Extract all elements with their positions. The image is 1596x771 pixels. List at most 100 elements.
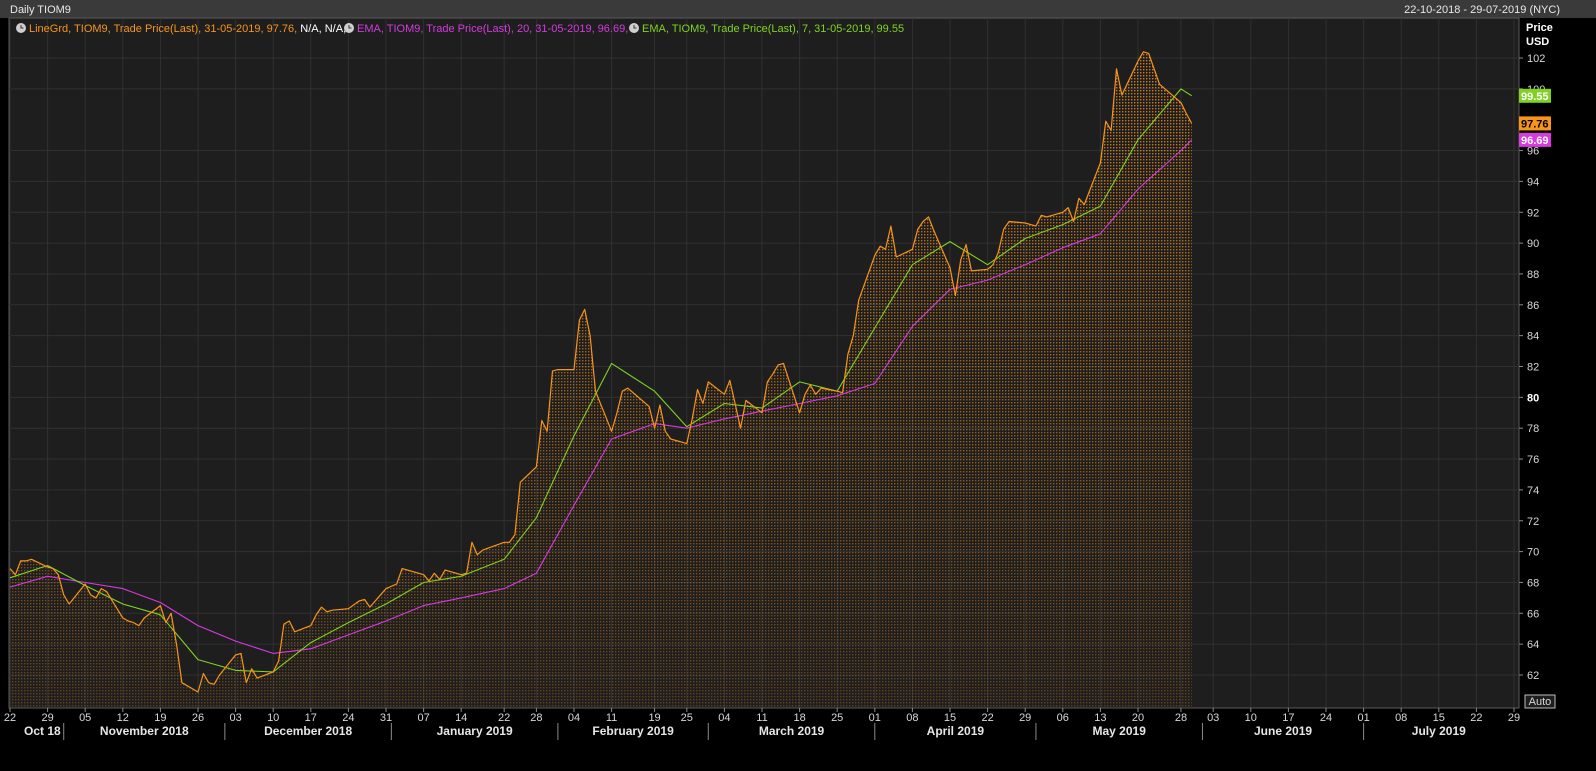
x-axis: 22 29 05 12 19 26 03 10 17 24 31 07 14 22 28 04 11 19 25 04… [4,708,1520,740]
x-tick-label: 25 [831,712,843,724]
x-tick-label: 15 [944,712,956,724]
x-tick-label: 18 [793,712,805,724]
auto-label: Auto [1529,696,1552,708]
auto-scale-button[interactable]: Auto [1524,694,1556,709]
last-value-text: 97.76 [1521,118,1549,130]
x-tick-label: 08 [906,712,918,724]
x-month-label: May 2019 [1093,724,1147,738]
x-month-label: March 2019 [759,724,825,738]
x-tick-label: 10 [1245,712,1257,724]
legend-item-ema20[interactable]: EMA, TIOM9, Trade Price(Last), 20, 31-05… [344,23,628,35]
x-tick-label: 26 [192,712,204,724]
y-tick-label: 92 [1527,207,1539,219]
y-tick-label: 70 [1527,547,1539,559]
legend-item-linegrd[interactable]: LineGrd, TIOM9, Trade Price(Last), 31-05… [16,23,346,35]
last-value-badge-ema7: 99.55 [1519,88,1551,103]
title-bar [0,0,1596,18]
series-line-ema7[interactable] [9,88,1192,673]
price-area-fill [10,51,1192,708]
x-tick-label: 03 [229,712,241,724]
series-line-ema20[interactable] [9,139,1193,654]
x-tick-label: 28 [530,712,542,724]
x-tick-label: 29 [1019,712,1031,724]
x-tick-label: 15 [1433,712,1445,724]
x-tick-label: 14 [455,712,467,724]
x-tick-label: 22 [981,712,993,724]
x-tick-label: 04 [568,712,580,724]
legend-text-ema7: EMA, TIOM9, Trade Price(Last), 7, 31-05-… [642,23,904,35]
y-tick-label: 64 [1527,639,1539,651]
y-tick-label: 88 [1527,269,1539,281]
legend: LineGrd, TIOM9, Trade Price(Last), 31-05… [16,23,904,35]
x-tick-label: 07 [417,712,429,724]
y-tick-label: 72 [1527,516,1539,528]
y-tick-label: 62 [1527,670,1539,682]
y-tick-label: 94 [1527,176,1539,188]
y-axis: Price USD 62 64 66 68 70 72 74 76 78 80 82 84 86 88 90… [1519,22,1553,682]
x-tick-label: 29 [41,712,53,724]
y-tick-label: 84 [1527,331,1539,343]
x-tick-label: 04 [718,712,730,724]
x-tick-label: 05 [79,712,91,724]
x-tick-label: 19 [648,712,660,724]
x-tick-label: 01 [869,712,881,724]
date-range-label: 22-10-2018 - 29-07-2019 (NYC) [1404,4,1560,16]
x-tick-label: 25 [681,712,693,724]
x-tick-label: 22 [1470,712,1482,724]
x-tick-label: 13 [1094,712,1106,724]
legend-text-ema20: EMA, TIOM9, Trade Price(Last), 20, 31-05… [357,23,628,35]
x-tick-label: 06 [1057,712,1069,724]
x-month-label: February 2019 [592,724,674,738]
y-tick-label: 78 [1527,423,1539,435]
x-tick-label: 24 [342,712,354,724]
y-tick-label: 82 [1527,362,1539,374]
x-tick-label: 17 [305,712,317,724]
y-tick-label: 96 [1527,146,1539,158]
x-tick-label: 19 [154,712,166,724]
y-axis-label-price: Price [1526,22,1553,34]
x-tick-label: 11 [756,712,767,724]
last-value-text: 99.55 [1521,91,1549,103]
last-value-badge-ema20: 96.69 [1519,132,1551,147]
x-month-label: June 2019 [1254,724,1312,738]
series-line-price[interactable] [9,51,1193,693]
chart-title: Daily TIOM9 [10,4,71,16]
last-value-badge-price: 97.76 [1519,116,1551,131]
last-value-badges: 97.76 96.69 99.55 [1519,88,1551,147]
x-tick-label: 11 [606,712,617,724]
x-tick-label: 08 [1395,712,1407,724]
last-value-text: 96.69 [1521,135,1549,147]
x-month-label: July 2019 [1412,724,1466,738]
series-layer [9,51,1193,693]
x-month-label: January 2019 [437,724,513,738]
y-tick-label: 80 [1527,392,1539,404]
x-tick-label: 10 [267,712,279,724]
x-month-label: November 2018 [100,724,189,738]
x-tick-label: 01 [1357,712,1369,724]
legend-text-linegrd: LineGrd, TIOM9, Trade Price(Last), 31-05… [29,23,346,35]
x-tick-label: 22 [498,712,510,724]
x-tick-label: 24 [1320,712,1332,724]
x-month-label: December 2018 [264,724,352,738]
y-tick-label: 76 [1527,454,1539,466]
y-tick-label: 74 [1527,485,1539,497]
x-tick-label: 20 [1132,712,1144,724]
x-month-label: Oct 18 [24,724,61,738]
x-tick-label: 22 [4,712,16,724]
y-tick-label: 102 [1527,53,1545,65]
x-tick-label: 12 [117,712,129,724]
y-tick-label: 86 [1527,300,1539,312]
x-month-label: April 2019 [927,724,985,738]
x-tick-label: 31 [380,712,392,724]
y-tick-label: 66 [1527,608,1539,620]
x-tick-label: 28 [1175,712,1187,724]
y-tick-label: 68 [1527,577,1539,589]
legend-item-ema7[interactable]: EMA, TIOM9, Trade Price(Last), 7, 31-05-… [629,23,904,35]
y-axis-label-unit: USD [1526,36,1549,48]
x-tick-label: 29 [1508,712,1520,724]
x-tick-label: 03 [1207,712,1219,724]
x-tick-label: 17 [1282,712,1294,724]
y-tick-label: 90 [1527,238,1539,250]
